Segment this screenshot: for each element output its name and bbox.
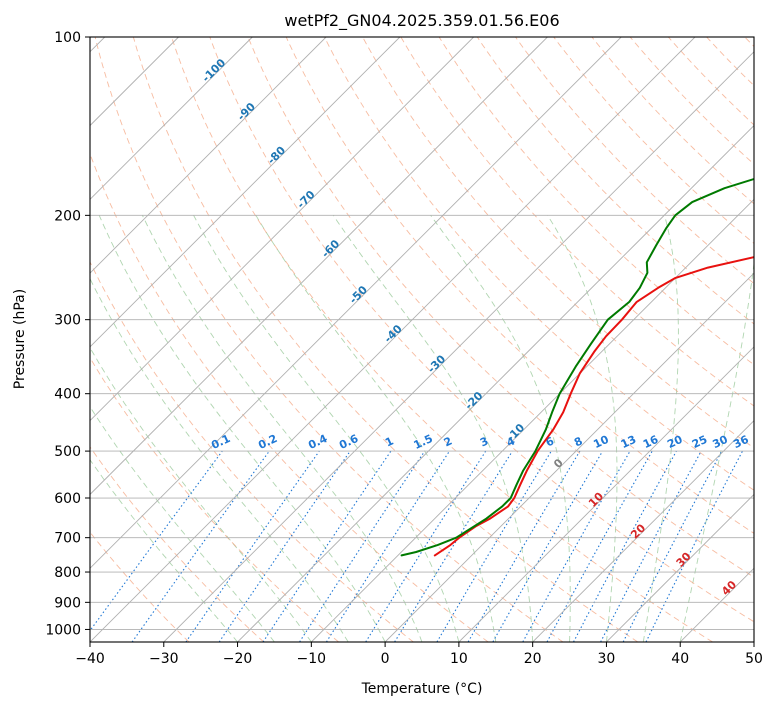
moist-adiabat-line <box>193 215 460 642</box>
x-axis-title: Temperature (°C) <box>361 681 483 697</box>
isotherms <box>90 37 754 642</box>
mixing-ratio-label: 13 <box>619 433 638 451</box>
isotherm-line <box>753 641 754 642</box>
y-axis: 1000 900 800 700 600 500 400 300 200 100 <box>45 30 90 638</box>
y-tick-label: 200 <box>54 208 81 224</box>
moist-adiabat-line <box>90 346 312 642</box>
x-tick-label: 40 <box>671 651 689 667</box>
temperature-profile <box>433 256 754 557</box>
mixing-ratio-line <box>90 450 223 632</box>
x-tick-label: −30 <box>149 651 179 667</box>
mixing-ratio-line <box>325 450 450 642</box>
dry-adiabat-line <box>438 37 754 366</box>
mixing-ratio-line <box>546 450 653 642</box>
moist-adiabat-line <box>98 215 386 642</box>
moist-adiabats <box>90 215 754 642</box>
pressure-gridlines <box>90 37 754 630</box>
dry-adiabat-line <box>90 446 265 642</box>
profile-series <box>400 177 754 557</box>
dry-adiabat-line <box>553 37 754 245</box>
mixing-ratio-label: 10 <box>591 433 611 451</box>
dry-adiabat-line <box>209 37 754 623</box>
isotherm-line <box>237 124 754 642</box>
moist-adiabat-line <box>547 215 618 642</box>
dewpoint-profile <box>400 177 754 557</box>
y-tick-label: 900 <box>54 595 81 611</box>
y-tick-label: 800 <box>54 565 81 581</box>
y-axis-title: Pressure (hPa) <box>12 289 28 389</box>
isotherm-line <box>532 420 754 642</box>
moist-adiabat-line <box>332 215 534 642</box>
y-tick-label: 300 <box>54 313 81 329</box>
mixing-ratio-line <box>299 450 426 642</box>
mixing-ratio-line <box>522 450 631 642</box>
x-tick-label: 10 <box>450 651 468 667</box>
mixing-ratio-line <box>645 450 743 642</box>
mixing-ratio-line <box>218 450 351 642</box>
y-tick-label: 500 <box>54 444 81 460</box>
isotherm-line <box>458 346 754 642</box>
isotherm-line <box>311 198 754 642</box>
isotherm-line <box>90 37 474 422</box>
mixing-ratio-line <box>131 450 270 642</box>
moist-adiabat-line <box>642 215 679 642</box>
mixing-ratio-label: 20 <box>665 433 685 451</box>
y-tick-label: 1000 <box>45 622 81 638</box>
x-tick-label: −20 <box>223 651 253 667</box>
y-tick-label: 400 <box>54 387 81 403</box>
isotherm-line <box>90 37 548 496</box>
dry-adiabat-line <box>90 260 414 642</box>
x-axis: −40 −30 −20 −10 0 10 20 30 40 50 <box>75 642 763 667</box>
y-tick-label: 700 <box>54 531 81 547</box>
mixing-ratio-line <box>185 450 320 642</box>
mixing-ratio-label: 36 <box>731 433 751 451</box>
chart-title: wetPf2_GN04.2025.359.01.56.E06 <box>284 11 559 31</box>
dry-adiabat-line <box>94 37 564 642</box>
dry-adiabat-line <box>90 152 489 642</box>
isotherm-line <box>606 493 754 642</box>
dry-adiabat-line <box>247 37 754 578</box>
plot-frame <box>89 36 755 643</box>
mixing-ratio-lines <box>90 450 743 642</box>
moist-adiabat-line <box>141 215 423 642</box>
isotherm-line <box>90 37 696 642</box>
dry-adiabat-line <box>362 37 754 449</box>
dry-adiabat-line <box>132 37 639 642</box>
isotherm-line <box>90 37 622 569</box>
isotherm-line <box>90 37 401 348</box>
x-tick-label: −40 <box>75 651 105 667</box>
dry-adiabat-line <box>285 37 754 534</box>
isotherm-line <box>163 51 754 642</box>
isotherm-line <box>90 37 327 274</box>
dry-adiabat-line <box>171 37 713 642</box>
x-tick-label: −10 <box>297 651 327 667</box>
mixing-ratio-label: 30 <box>711 433 731 451</box>
moist-adiabat-line <box>679 259 754 642</box>
mixing-ratio-line <box>394 450 513 642</box>
y-tick-label: 600 <box>54 491 81 507</box>
x-tick-label: 50 <box>745 651 763 667</box>
mixing-ratio-line <box>262 450 392 642</box>
moist-adiabat-line <box>430 215 571 642</box>
moist-adiabat-line <box>90 405 275 642</box>
isotherm-line <box>90 37 253 200</box>
x-tick-label: 20 <box>524 651 542 667</box>
moist-adiabat-line <box>90 458 238 642</box>
x-tick-label: 0 <box>381 651 390 667</box>
mixing-ratio-label: 25 <box>690 433 709 451</box>
mixing-ratio-label: 16 <box>641 433 661 451</box>
y-tick-label: 100 <box>54 30 81 46</box>
mixing-ratio-line <box>573 450 677 642</box>
dry-adiabat-line <box>400 37 754 407</box>
x-tick-label: 30 <box>598 651 616 667</box>
isotherm-line <box>384 272 754 642</box>
